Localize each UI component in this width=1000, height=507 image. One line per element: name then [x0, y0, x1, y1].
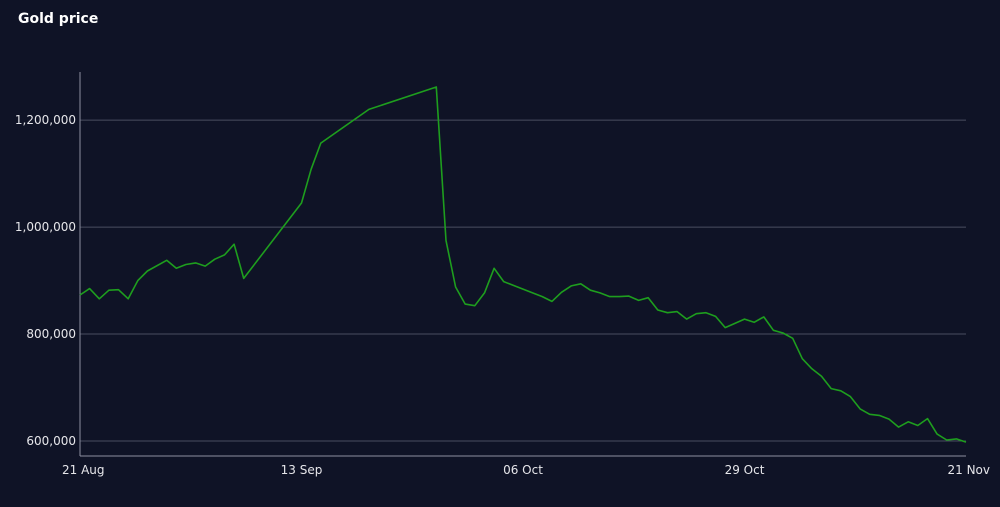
x-tick-label: 06 Oct — [503, 463, 543, 477]
gold-price-line — [79, 86, 967, 443]
chart-title: Gold price — [18, 11, 99, 27]
x-tick-label: 29 Oct — [725, 463, 765, 477]
y-tick-label: 1,000,000 — [15, 220, 76, 234]
y-tick-label: 800,000 — [26, 327, 76, 341]
grid-layer — [80, 119, 966, 442]
y-tick-label: 1,200,000 — [15, 113, 76, 127]
y-tick-label: 600,000 — [26, 434, 76, 448]
x-tick-label: 21 Aug — [62, 463, 105, 477]
x-tick-label: 21 Nov — [947, 463, 990, 477]
axis-layer — [79, 72, 966, 457]
label-layer: 600,000 800,000 1,000,000 1,200,000 21 Aug 13… — [15, 113, 990, 477]
line-layer — [79, 86, 967, 443]
x-tick-label: 13 Sep — [281, 463, 323, 477]
